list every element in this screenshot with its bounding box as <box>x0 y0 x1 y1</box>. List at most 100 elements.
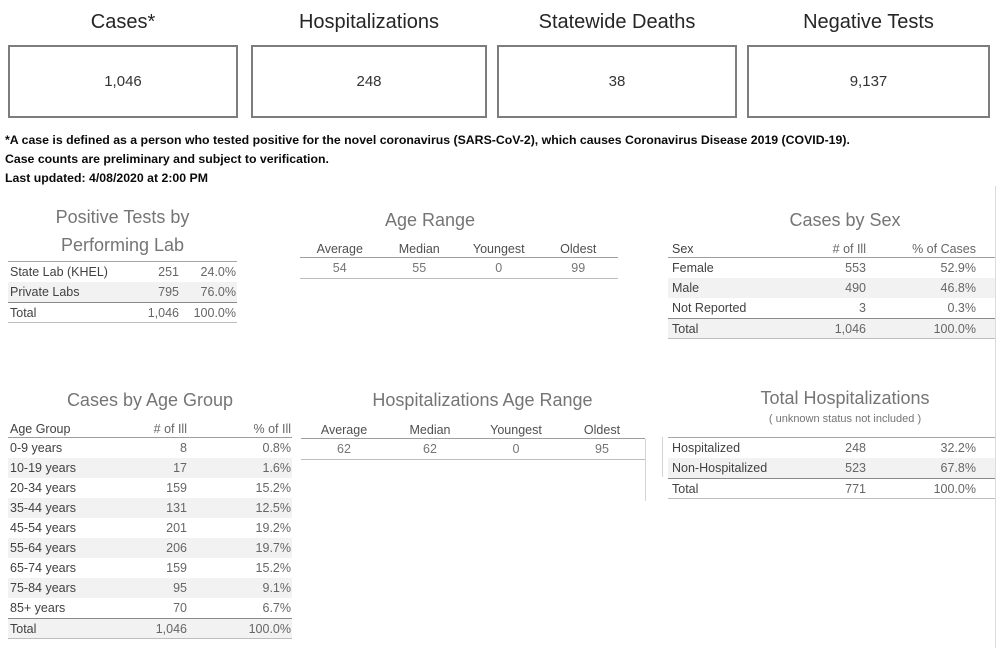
table-cell: State Lab (KHEL) <box>10 265 108 279</box>
stat-box-hospitalizations: 248 <box>251 45 487 118</box>
cases-by-sex-rows: Female 553 52.9% Male 490 46.8% Not Reported 3 0… <box>668 258 996 339</box>
table-row[interactable]: 45-54 years 201 19.2% <box>8 518 292 538</box>
cases-by-age-rows: 0-9 years 8 0.8% 10-19 years 17 1.6% 20-34 yea… <box>8 438 292 639</box>
column-header[interactable]: % of Ill <box>253 421 291 436</box>
table-row[interactable]: Not Reported 3 0.3% <box>668 298 996 318</box>
stat-value-negative-tests: 9,137 <box>849 73 888 90</box>
total-hosp-title: Total Hospitalizations <box>760 388 930 408</box>
total-hosp-rows: Hospitalized 248 32.2% Non-Hospitalized 523 6… <box>668 437 996 499</box>
performing-lab-table: State Lab (KHEL) 251 24.0% Private Labs 795 7… <box>8 261 237 323</box>
table-cell: 24.0% <box>200 265 236 279</box>
column-header[interactable]: Average <box>316 241 363 256</box>
column-header[interactable]: # of Ill <box>153 421 187 436</box>
performing-lab-title-line1: Positive Tests by <box>55 207 190 227</box>
table-cell: 15.2% <box>255 481 291 495</box>
column-header[interactable]: Sex <box>672 241 694 256</box>
cases-by-age-title: Cases by Age Group <box>66 390 234 410</box>
table-cell: 248 <box>845 441 866 455</box>
table-row[interactable]: Private Labs 795 76.0% <box>8 282 237 302</box>
table-row[interactable]: 65-74 years 159 15.2% <box>8 558 292 578</box>
table-row[interactable]: State Lab (KHEL) 251 24.0% <box>8 262 237 282</box>
table-cell: 553 <box>845 261 866 275</box>
performing-lab-title-line2: Performing Lab <box>60 235 185 255</box>
table-cell: 6.7% <box>262 601 292 615</box>
table-cell: 201 <box>166 521 187 535</box>
hosp-age-range-table: Average Median Youngest Oldest 62 62 0 95 <box>301 421 645 460</box>
table-row[interactable]: 20-34 years 159 15.2% <box>8 478 292 498</box>
table-cell: 0.8% <box>262 441 292 455</box>
table-cell: 0.3% <box>947 301 977 315</box>
table-row[interactable]: 35-44 years 131 12.5% <box>8 498 292 518</box>
table-cell: 523 <box>845 461 866 475</box>
table-row[interactable]: 10-19 years 17 1.6% <box>8 458 292 478</box>
column-header[interactable]: Median <box>398 241 440 256</box>
preliminary-note: Case counts are preliminary and subject … <box>5 152 329 166</box>
dashboard-right-edge <box>995 186 996 648</box>
stat-value-hospitalizations: 248 <box>356 73 382 90</box>
table-row[interactable]: Female 553 52.9% <box>668 258 996 278</box>
table-cell: 159 <box>166 561 187 575</box>
table-cell: 55-64 years <box>10 541 77 555</box>
performing-lab-title: Positive Tests by Performing Lab <box>8 203 237 259</box>
table-cell: 19.7% <box>255 541 291 555</box>
stat-box-cases: 1,046 <box>8 45 238 118</box>
table-cell: Total <box>10 621 37 636</box>
age-range-title: Age Range <box>384 210 476 230</box>
column-header[interactable]: Oldest <box>583 422 621 437</box>
table-cell: 62 <box>337 442 351 456</box>
table-row[interactable]: Total 771 100.0% <box>668 478 996 498</box>
table-row[interactable]: Non-Hospitalized 523 67.8% <box>668 458 996 478</box>
table-cell: 46.8% <box>940 281 976 295</box>
table-cell: 99 <box>571 261 586 275</box>
table-cell: 70 <box>173 601 187 615</box>
table-cell: 20-34 years <box>10 481 77 495</box>
table-cell: 1.6% <box>262 461 292 475</box>
table-row[interactable]: 85+ years 70 6.7% <box>8 598 292 618</box>
table-cell: 45-54 years <box>10 521 77 535</box>
table-cell: 15.2% <box>255 561 291 575</box>
table-cell: 65-74 years <box>10 561 77 575</box>
age-range-table: Average Median Youngest Oldest 54 55 0 99 <box>300 240 618 279</box>
table-cell: 67.8% <box>940 461 976 475</box>
table-cell: Private Labs <box>10 285 80 299</box>
footnotes: *A case is defined as a person who teste… <box>5 131 995 188</box>
pane-divider <box>645 439 646 501</box>
table-cell: 100.0% <box>193 305 236 320</box>
column-header[interactable]: Age Group <box>10 421 71 436</box>
cases-by-sex-header-row: Sex # of Ill % of Cases <box>668 240 996 258</box>
table-row[interactable]: Total 1,046 100.0% <box>8 302 237 322</box>
table-row[interactable]: Hospitalized 248 32.2% <box>668 438 996 458</box>
table-cell: 251 <box>158 265 179 279</box>
column-header[interactable]: Youngest <box>472 241 525 256</box>
table-cell: 3 <box>859 301 866 315</box>
table-cell: 95 <box>595 442 609 456</box>
table-cell: Total <box>672 321 699 336</box>
card-title-hospitalizations: Hospitalizations <box>298 11 440 33</box>
table-row[interactable]: Total 1,046 100.0% <box>668 318 996 338</box>
table-row[interactable]: 54 55 0 99 <box>300 258 618 278</box>
column-header[interactable]: Youngest <box>490 422 542 437</box>
table-cell: 490 <box>845 281 866 295</box>
table-cell: 1,046 <box>155 621 187 636</box>
table-cell: Hospitalized <box>672 441 741 455</box>
table-cell: Not Reported <box>672 301 747 315</box>
table-row[interactable]: 62 62 0 95 <box>301 439 645 459</box>
table-row[interactable]: 0-9 years 8 0.8% <box>8 438 292 458</box>
column-header[interactable]: Average <box>320 422 368 437</box>
table-cell: 9.1% <box>262 581 292 595</box>
hosp-age-range-rows: 62 62 0 95 <box>301 439 645 460</box>
table-cell: 131 <box>166 501 187 515</box>
column-header[interactable]: Median <box>409 422 451 437</box>
table-cell: Non-Hospitalized <box>672 461 768 475</box>
table-cell: Total <box>10 305 37 320</box>
table-row[interactable]: Male 490 46.8% <box>668 278 996 298</box>
column-header[interactable]: # of Ill <box>832 241 866 256</box>
table-row[interactable]: 75-84 years 95 9.1% <box>8 578 292 598</box>
table-row[interactable]: Total 1,046 100.0% <box>8 618 292 638</box>
column-header[interactable]: % of Cases <box>912 241 976 256</box>
stat-box-statewide-deaths: 38 <box>497 45 737 118</box>
hosp-age-range-title: Hospitalizations Age Range <box>372 390 593 410</box>
table-row[interactable]: 55-64 years 206 19.7% <box>8 538 292 558</box>
table-cell: 771 <box>845 481 866 496</box>
column-header[interactable]: Oldest <box>560 241 597 256</box>
